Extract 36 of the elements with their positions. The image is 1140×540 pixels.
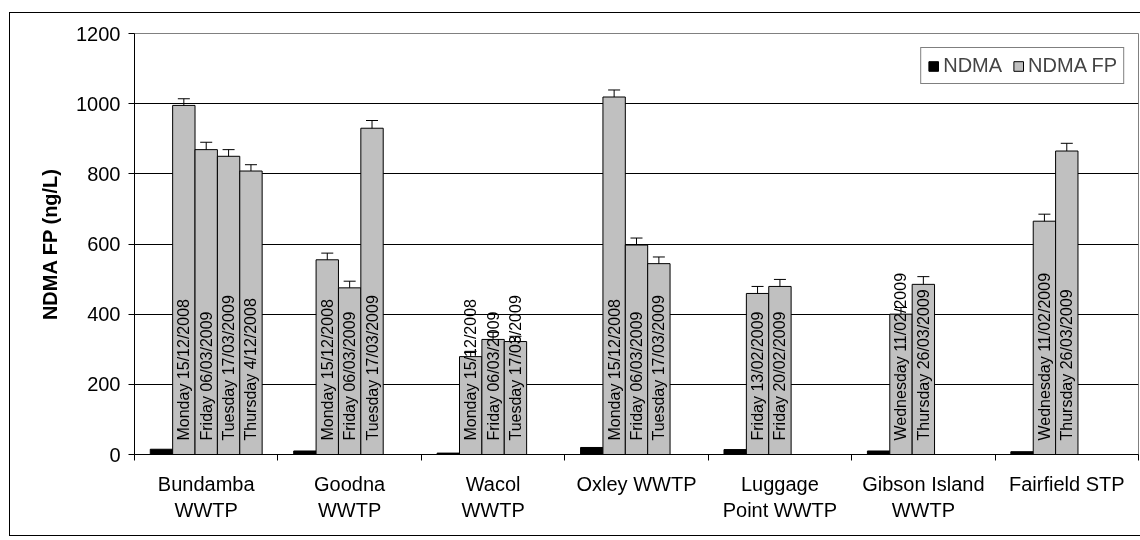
x-tick-label: Gibson Island WWTP	[862, 472, 985, 521]
x-tick-label: Goodna WWTP	[314, 472, 387, 521]
data-label: Friday 06/03/2009	[628, 311, 645, 441]
data-label: Thursday 4/12/2008	[242, 298, 260, 441]
data-label: Tuesday 17/03/2009	[220, 295, 238, 441]
data-label: Friday 13/02/2009	[749, 311, 767, 441]
data-label: Monday 15/12/2008	[462, 298, 480, 441]
x-tick-label: Luggage Point WWTP	[722, 472, 838, 521]
y-tick-label: 1200	[76, 22, 121, 45]
y-tick-label: 400	[87, 303, 121, 326]
data-label: Wednesday 11/02/2009	[1035, 272, 1053, 441]
data-label: Monday 15/12/2008	[175, 298, 193, 441]
data-label: Friday 06/03/2009	[484, 311, 502, 441]
data-label: Friday 20/02/2009	[771, 311, 789, 441]
data-label: Monday 15/12/2008	[605, 298, 623, 441]
x-tick-label: Wacol WWTP	[461, 472, 525, 521]
legend-label: NDMA	[943, 54, 1003, 77]
y-axis-title: NDMA FP (ng/L)	[39, 169, 62, 321]
legend-label: NDMA FP	[1028, 54, 1117, 77]
data-label: Friday 06/03/2009	[197, 311, 215, 441]
y-tick-label: 800	[87, 162, 121, 185]
y-tick-label: 1000	[76, 92, 121, 115]
x-tick-label: Oxley WWTP	[576, 472, 697, 495]
data-label: Wednesday 11/02/2009	[892, 272, 910, 441]
y-tick-label: 200	[87, 373, 121, 396]
data-label: Tuesday 17/03/2009	[363, 295, 381, 441]
data-label: Tuesday 17/03/2009	[506, 295, 524, 441]
y-tick-label: 0	[109, 443, 121, 466]
x-tick-label: Bundamba WWTP	[157, 472, 256, 521]
data-label: Thursday 26/03/2009	[1058, 289, 1076, 441]
data-label: Monday 15/12/2008	[318, 298, 336, 441]
data-label: Thursday 26/03/2009	[914, 289, 932, 441]
x-tick-label: Fairfield STP	[1008, 472, 1125, 495]
data-label: Friday 06/03/2009	[341, 311, 359, 441]
data-label: Tuesday 17/03/2009	[650, 295, 668, 441]
y-tick-label: 600	[87, 233, 121, 255]
